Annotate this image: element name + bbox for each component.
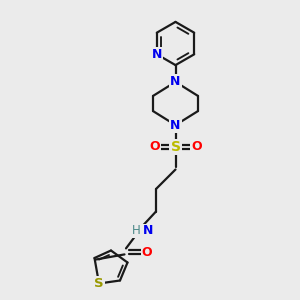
- Text: O: O: [191, 140, 202, 154]
- Text: S: S: [94, 277, 104, 290]
- Text: N: N: [170, 75, 181, 88]
- Text: S: S: [170, 140, 181, 154]
- Text: O: O: [149, 140, 160, 154]
- Text: N: N: [143, 224, 153, 238]
- Text: O: O: [142, 245, 152, 259]
- Text: N: N: [170, 118, 181, 132]
- Text: N: N: [152, 48, 162, 61]
- Text: H: H: [132, 224, 141, 238]
